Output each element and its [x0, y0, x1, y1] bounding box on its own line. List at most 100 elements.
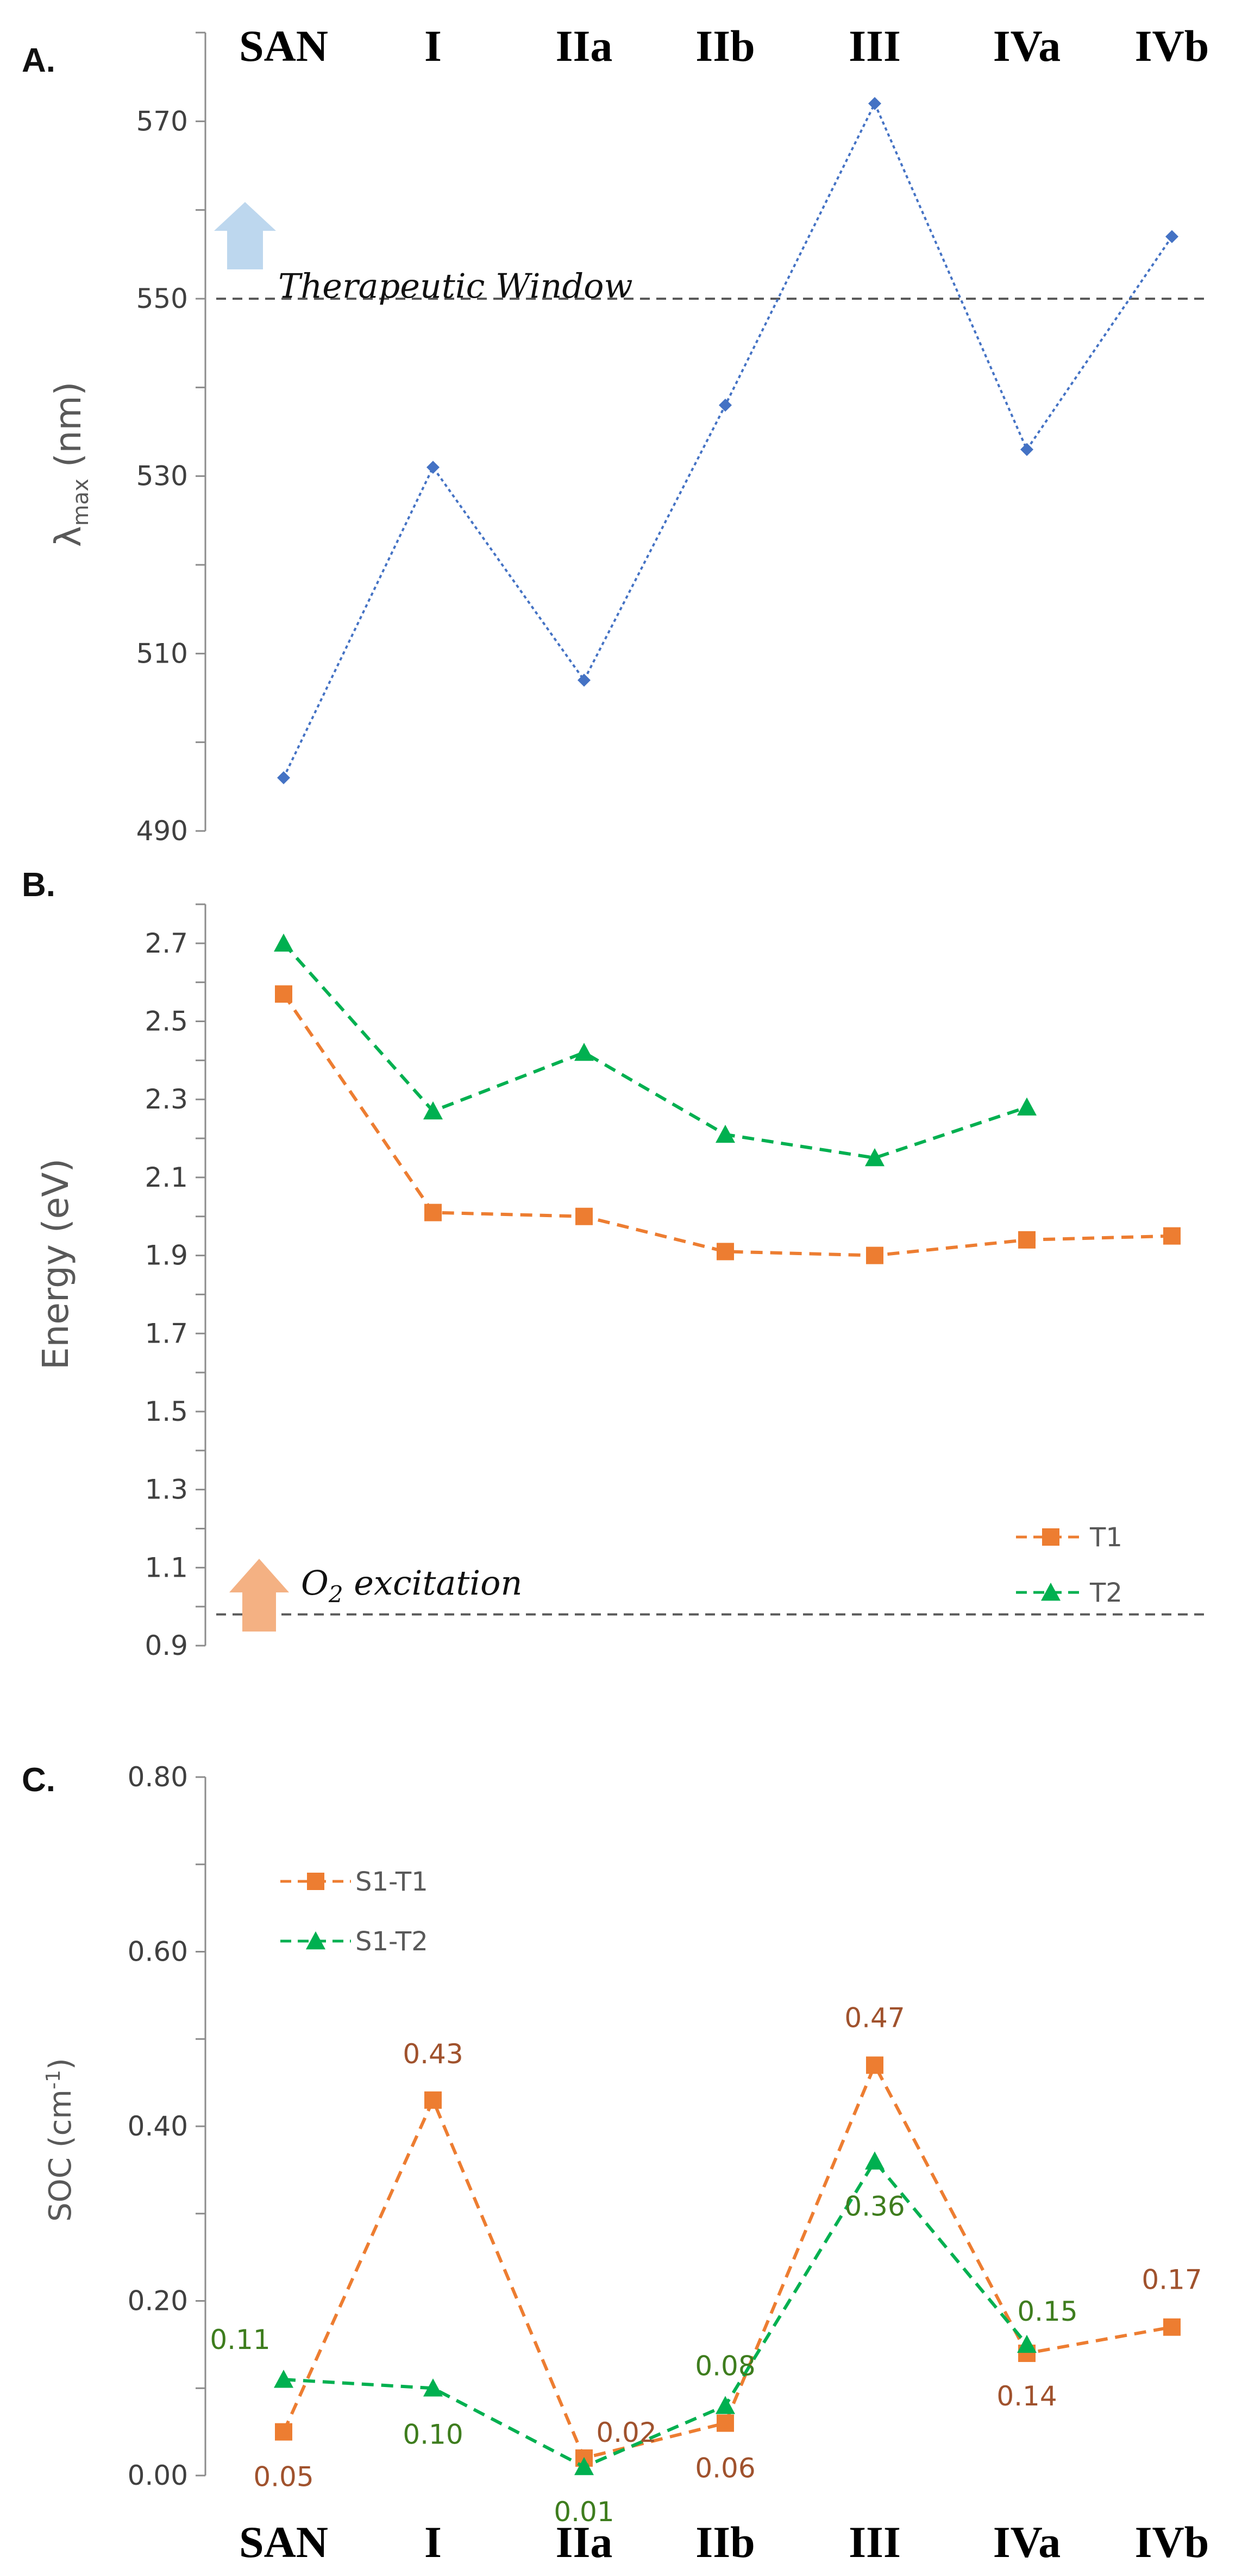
data-point-1	[1165, 230, 1178, 243]
series-line-t1	[282, 993, 1172, 1257]
data-point-2	[274, 2370, 293, 2388]
category-label: I	[424, 2517, 442, 2567]
data-label: 0.05	[253, 2461, 313, 2493]
y-axis-title: λmax (nm)	[47, 382, 93, 547]
panel-b-energy-chart: B. 0.9 1.1 1.3 1.5 1.7 1.9 2.1 2.3 2.5 2.7 Energy (…	[22, 866, 1209, 1661]
data-point-1	[275, 985, 292, 1003]
legend-label: S1-T1	[355, 1867, 428, 1897]
series-line-t2	[282, 942, 1027, 1160]
data-point-1	[426, 461, 440, 474]
data-point-2	[423, 2378, 443, 2397]
data-point-2	[865, 1148, 885, 1167]
legend-marker	[307, 1873, 324, 1890]
y-tick-label: 0.9	[145, 1630, 188, 1661]
y-tick-label: 0.20	[128, 2285, 188, 2317]
data-point-1	[719, 399, 732, 412]
panel-letter: C.	[22, 1761, 55, 1799]
data-point-2	[423, 1101, 443, 1120]
data-label: 0.14	[996, 2380, 1057, 2412]
series-line--max	[283, 100, 1173, 778]
legend-marker	[1042, 1528, 1059, 1546]
category-label: SAN	[239, 2517, 328, 2567]
data-point-1	[1163, 1227, 1181, 1245]
y-tick-label: 2.5	[145, 1006, 188, 1037]
data-point-1	[578, 673, 591, 687]
y-tick-label: 2.3	[145, 1084, 188, 1115]
category-label: IVa	[993, 21, 1061, 71]
category-label: III	[849, 21, 901, 71]
y-tick-label: 550	[136, 283, 188, 314]
data-point-1	[866, 2056, 883, 2074]
top-category-labels: SAN I IIa IIb III IVa IVb	[239, 21, 1209, 71]
y-tick-label: 510	[136, 638, 188, 669]
category-label: IIa	[556, 21, 613, 71]
category-label: IIb	[695, 2517, 755, 2567]
data-label: 0.10	[403, 2418, 463, 2450]
data-point-1	[1163, 2318, 1181, 2336]
data-label: 0.02	[596, 2417, 656, 2448]
data-point-1	[277, 771, 290, 784]
legend-marker	[306, 1931, 325, 1950]
data-point-1	[868, 97, 881, 110]
y-tick-label: 490	[136, 815, 188, 847]
category-label: SAN	[239, 21, 328, 71]
panel-c-soc-chart: C. 0.00 0.20 0.40 0.60 0.80 SOC (cm-1) 0.05 0.43…	[22, 1761, 1202, 2528]
y-tick-label: 530	[136, 461, 188, 492]
y-tick-label: 0.40	[128, 2111, 188, 2142]
y-tick-label: 2.7	[145, 928, 188, 959]
data-point-2	[716, 2396, 735, 2414]
category-label: I	[424, 21, 442, 71]
category-label: IVb	[1135, 21, 1209, 71]
data-label: 0.11	[210, 2324, 270, 2355]
data-point-2	[1017, 2334, 1037, 2353]
legend-label: S1-T2	[355, 1926, 428, 1957]
y-tick-label: 570	[136, 105, 188, 137]
y-tick-label: 2.1	[145, 1162, 188, 1193]
data-label: 0.06	[695, 2453, 755, 2484]
data-point-2	[716, 1124, 735, 1143]
y-tick-label: 1.9	[145, 1240, 188, 1271]
data-label: 0.01	[554, 2496, 614, 2528]
category-label: IVa	[993, 2517, 1061, 2567]
y-axis-title: SOC (cm-1)	[42, 2058, 78, 2221]
data-point-2	[865, 2151, 885, 2170]
y-tick-label: 1.7	[145, 1318, 188, 1349]
series-line-s1-t2	[283, 2158, 1028, 2469]
y-axis-title: Energy (eV)	[35, 1158, 77, 1370]
bottom-category-labels: SAN I IIa IIb III IVa IVb	[239, 2517, 1209, 2567]
panel-letter: B.	[22, 866, 55, 904]
data-point-2	[1017, 1097, 1037, 1116]
data-point-1	[1018, 1231, 1036, 1249]
data-point-2	[574, 2457, 594, 2476]
o2-excitation-annotation: O2 excitation	[301, 1563, 522, 1608]
up-arrow-icon	[229, 1559, 289, 1632]
y-tick-label: 0.80	[128, 1761, 188, 1793]
category-label: IVb	[1135, 2517, 1209, 2567]
data-point-1	[275, 2423, 292, 2441]
data-label: 0.36	[844, 2190, 905, 2222]
data-point-1	[866, 1246, 883, 1264]
data-point-1	[1020, 443, 1033, 456]
panel-a-lambda-max-chart: A. 490 510 530 550 570 λmax (nm) Therapeutic Wi…	[22, 32, 1209, 847]
y-tick-label: 1.1	[145, 1552, 188, 1583]
data-label: 0.08	[695, 2350, 755, 2382]
data-point-2	[274, 933, 293, 952]
data-point-1	[575, 1207, 593, 1225]
panel-letter: A.	[22, 42, 55, 79]
data-label: 0.43	[403, 2038, 463, 2070]
category-label: III	[849, 2517, 901, 2567]
data-point-1	[424, 2091, 442, 2109]
data-point-1	[424, 1204, 442, 1221]
data-point-2	[574, 1043, 594, 1061]
data-label: 0.15	[1017, 2296, 1077, 2327]
data-point-1	[717, 2414, 734, 2432]
legend-marker	[1041, 1583, 1061, 1601]
data-label: 0.17	[1141, 2264, 1202, 2296]
y-tick-label: 1.3	[145, 1474, 188, 1506]
therapeutic-window-annotation: Therapeutic Window	[278, 266, 633, 306]
data-label: 0.47	[844, 2002, 905, 2033]
category-label: IIa	[556, 2517, 613, 2567]
legend-label: T2	[1089, 1578, 1122, 1608]
data-point-1	[717, 1243, 734, 1261]
